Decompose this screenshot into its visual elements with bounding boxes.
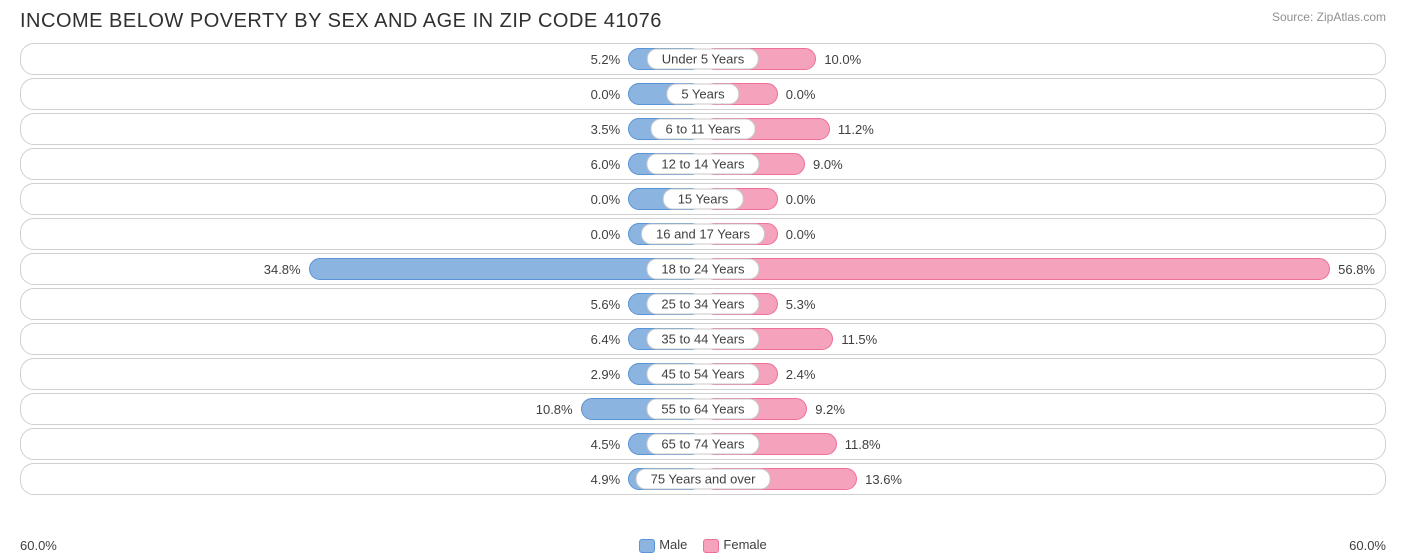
male-value-label: 0.0% (583, 227, 629, 242)
category-label: 45 to 54 Years (646, 364, 759, 385)
female-value-label: 13.6% (857, 472, 910, 487)
chart-area: 5.2% 10.0% Under 5 Years 0.0% 0.0% 5 Years 3.5… (0, 37, 1406, 495)
chart-row: 3.5% 11.2% 6 to 11 Years (20, 113, 1386, 145)
male-value-label: 5.6% (583, 297, 629, 312)
chart-title: INCOME BELOW POVERTY BY SEX AND AGE IN Z… (20, 10, 662, 33)
chart-row: 34.8% 56.8% 18 to 24 Years (20, 253, 1386, 285)
chart-row: 6.4% 11.5% 35 to 44 Years (20, 323, 1386, 355)
legend: Male Female (639, 537, 767, 553)
chart-row: 4.5% 11.8% 65 to 74 Years (20, 428, 1386, 460)
category-label: 55 to 64 Years (646, 399, 759, 420)
female-value-label: 0.0% (778, 87, 824, 102)
legend-item: Female (703, 537, 766, 553)
category-label: 16 and 17 Years (641, 224, 765, 245)
female-value-label: 2.4% (778, 367, 824, 382)
male-value-label: 4.9% (583, 472, 629, 487)
axis-max-right: 60.0% (1349, 538, 1386, 553)
category-label: Under 5 Years (647, 49, 759, 70)
legend-label: Female (723, 537, 766, 552)
category-label: 6 to 11 Years (651, 119, 756, 140)
male-value-label: 34.8% (256, 262, 309, 277)
category-label: 12 to 14 Years (646, 154, 759, 175)
female-value-label: 5.3% (778, 297, 824, 312)
male-value-label: 2.9% (583, 367, 629, 382)
male-value-label: 6.0% (583, 157, 629, 172)
category-label: 35 to 44 Years (646, 329, 759, 350)
legend-swatch (639, 539, 655, 553)
legend-label: Male (659, 537, 687, 552)
category-label: 25 to 34 Years (646, 294, 759, 315)
male-value-label: 4.5% (583, 437, 629, 452)
female-value-label: 9.2% (807, 402, 853, 417)
male-bar (309, 258, 703, 280)
axis-max-left: 60.0% (20, 538, 57, 553)
chart-row: 0.0% 0.0% 16 and 17 Years (20, 218, 1386, 250)
category-label: 65 to 74 Years (646, 434, 759, 455)
category-label: 18 to 24 Years (646, 259, 759, 280)
source-attribution: Source: ZipAtlas.com (1272, 10, 1386, 24)
chart-row: 5.2% 10.0% Under 5 Years (20, 43, 1386, 75)
chart-row: 10.8% 9.2% 55 to 64 Years (20, 393, 1386, 425)
male-value-label: 6.4% (583, 332, 629, 347)
female-value-label: 11.2% (830, 122, 882, 137)
legend-item: Male (639, 537, 687, 553)
chart-row: 0.0% 0.0% 5 Years (20, 78, 1386, 110)
chart-row: 6.0% 9.0% 12 to 14 Years (20, 148, 1386, 180)
category-label: 75 Years and over (636, 469, 771, 490)
female-value-label: 9.0% (805, 157, 851, 172)
chart-row: 2.9% 2.4% 45 to 54 Years (20, 358, 1386, 390)
male-value-label: 0.0% (583, 192, 629, 207)
chart-row: 5.6% 5.3% 25 to 34 Years (20, 288, 1386, 320)
chart-row: 4.9% 13.6% 75 Years and over (20, 463, 1386, 495)
female-value-label: 0.0% (778, 227, 824, 242)
female-bar (703, 258, 1330, 280)
female-value-label: 10.0% (816, 52, 869, 67)
male-value-label: 5.2% (583, 52, 629, 67)
category-label: 15 Years (663, 189, 744, 210)
female-value-label: 11.8% (837, 437, 889, 452)
category-label: 5 Years (666, 84, 739, 105)
male-value-label: 10.8% (528, 402, 581, 417)
chart-footer: 60.0% Male Female 60.0% (20, 537, 1386, 553)
male-value-label: 0.0% (583, 87, 629, 102)
legend-swatch (703, 539, 719, 553)
male-value-label: 3.5% (583, 122, 629, 137)
chart-row: 0.0% 0.0% 15 Years (20, 183, 1386, 215)
female-value-label: 0.0% (778, 192, 824, 207)
female-value-label: 11.5% (833, 332, 885, 347)
female-value-label: 56.8% (1330, 262, 1383, 277)
